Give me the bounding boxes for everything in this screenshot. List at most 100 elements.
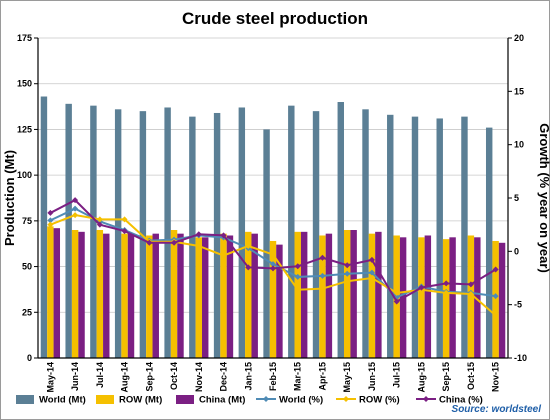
legend-label-row-mt-: ROW (Mt) xyxy=(119,395,162,406)
legend-label-world-: World (%) xyxy=(279,395,323,406)
bar-row-mt--6 xyxy=(195,237,203,358)
point-world--11 xyxy=(319,272,326,279)
bar-world-mt--15 xyxy=(411,116,419,358)
x-tick-label: Apr-15 xyxy=(317,362,327,391)
y-tick-label: 150 xyxy=(17,79,32,89)
bar-china-mt--17 xyxy=(474,237,481,358)
x-tick-label: Nov-15 xyxy=(491,362,501,392)
bar-world-mt--11 xyxy=(312,111,320,359)
bar-row-mt--9 xyxy=(269,240,277,358)
point-row--13 xyxy=(368,275,375,281)
y2-tick-label: -10 xyxy=(514,353,527,363)
legend: World (Mt) ROW (Mt) China (Mt) World (%) ROW… xyxy=(16,395,483,406)
point-china--15 xyxy=(418,284,425,291)
source-note: Source: worldsteel xyxy=(452,404,542,415)
point-world--13 xyxy=(368,269,375,276)
bar-world-mt--8 xyxy=(238,107,246,358)
bar-world-mt--12 xyxy=(337,102,344,358)
legend-swatch-row-mt- xyxy=(96,395,114,404)
bar-china-mt--12 xyxy=(350,230,357,358)
x-tick-label: Jan-15 xyxy=(243,362,253,391)
point-china--16 xyxy=(443,280,450,287)
bar-china-mt--10 xyxy=(300,231,308,358)
bar-row-mt--13 xyxy=(368,233,376,358)
bar-china-mt--3 xyxy=(127,233,135,358)
bar-world-mt--0 xyxy=(40,96,48,358)
point-china--17 xyxy=(467,281,474,288)
x-tick-label: Oct-15 xyxy=(466,362,476,390)
point-china--1 xyxy=(72,197,79,204)
x-tick-label: May-14 xyxy=(45,362,55,393)
bar-world-mt--17 xyxy=(461,116,468,358)
bar-china-mt--8 xyxy=(251,233,258,358)
point-row--14 xyxy=(393,289,400,296)
bar-world-mt--5 xyxy=(164,107,171,358)
legend-label-china-: China (%) xyxy=(439,395,483,406)
bar-row-mt--5 xyxy=(170,230,178,358)
bar-row-mt--4 xyxy=(146,235,153,358)
x-tick-label: Sep-14 xyxy=(144,362,154,392)
y2-tick-label: 0 xyxy=(514,246,519,256)
x-tick-label: Jul-15 xyxy=(392,362,402,388)
bar-china-mt--11 xyxy=(325,233,333,358)
bar-world-mt--13 xyxy=(362,109,369,358)
y-tick-label: 125 xyxy=(17,124,32,134)
x-tick-label: May-15 xyxy=(342,362,352,393)
bar-china-mt--2 xyxy=(103,233,110,358)
point-row--2 xyxy=(96,216,103,223)
point-china--12 xyxy=(344,262,351,269)
y-tick-label: 0 xyxy=(27,353,32,363)
point-world--9 xyxy=(270,261,276,268)
bar-china-mt--4 xyxy=(152,233,159,358)
bar-world-mt--1 xyxy=(65,103,72,358)
point-row--8 xyxy=(245,243,252,249)
y-tick-label: 75 xyxy=(22,216,32,226)
bar-row-mt--3 xyxy=(121,233,128,358)
bar-china-mt--16 xyxy=(449,237,456,358)
point-world--1 xyxy=(72,205,79,212)
legend-label-world-mt-: World (Mt) xyxy=(39,395,86,406)
point-row--18 xyxy=(492,312,499,319)
x-tick-label: Sep-15 xyxy=(441,362,451,392)
bar-world-mt--14 xyxy=(387,114,394,358)
point-row--0 xyxy=(47,221,54,228)
bar-row-mt--18 xyxy=(492,240,499,358)
point-china--7 xyxy=(220,232,227,239)
point-china--13 xyxy=(368,256,375,263)
x-tick-label: Dec-14 xyxy=(219,362,229,392)
point-china--8 xyxy=(245,264,252,271)
bar-china-mt--9 xyxy=(276,244,283,358)
x-tick-label: Nov-14 xyxy=(194,362,204,392)
bar-row-mt--11 xyxy=(319,235,326,358)
point-world--18 xyxy=(492,293,499,300)
point-row--3 xyxy=(121,216,128,223)
legend-marker-china- xyxy=(423,396,429,402)
bar-world-mt--2 xyxy=(90,105,97,359)
point-row--12 xyxy=(344,278,351,285)
point-row--16 xyxy=(443,289,450,296)
bar-world-mt--10 xyxy=(288,105,295,359)
point-world--0 xyxy=(47,217,54,224)
point-china--0 xyxy=(47,209,54,216)
bar-row-mt--16 xyxy=(442,239,450,358)
legend-label-row-: ROW (%) xyxy=(359,395,400,406)
point-row--7 xyxy=(220,252,227,259)
bar-china-mt--13 xyxy=(375,231,382,358)
bar-china-mt--0 xyxy=(53,228,61,358)
y2-tick-label: 5 xyxy=(514,193,519,203)
point-row--10 xyxy=(294,286,301,293)
bar-china-mt--7 xyxy=(226,235,234,358)
legend-swatch-china-mt- xyxy=(176,395,194,404)
point-china--5 xyxy=(171,239,178,246)
bar-china-mt--6 xyxy=(202,237,209,358)
point-china--6 xyxy=(195,231,202,238)
x-tick-label: Jun-14 xyxy=(70,362,80,391)
x-tick-label: Jul-14 xyxy=(95,362,105,388)
legend-marker-row- xyxy=(343,396,349,402)
point-china--2 xyxy=(96,221,103,228)
x-tick-label: Mar-15 xyxy=(293,362,303,391)
y2-tick-label: 15 xyxy=(514,86,524,96)
y-tick-label: 100 xyxy=(17,170,32,180)
legend-marker-world- xyxy=(263,396,269,402)
